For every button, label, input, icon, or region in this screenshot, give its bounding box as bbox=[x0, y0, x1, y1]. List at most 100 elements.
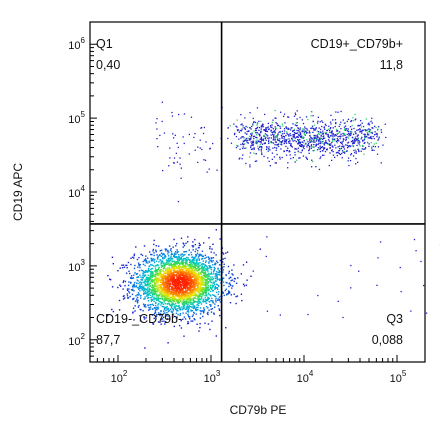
event-point bbox=[289, 142, 291, 144]
x-axis-label: CD79b PE bbox=[230, 403, 287, 417]
event-point bbox=[295, 122, 297, 124]
event-point bbox=[337, 136, 339, 138]
event-point bbox=[294, 137, 296, 139]
event-point bbox=[153, 296, 155, 298]
event-point bbox=[159, 313, 162, 315]
event-point bbox=[187, 271, 189, 274]
event-point bbox=[172, 294, 175, 296]
event-point bbox=[188, 276, 191, 279]
event-point bbox=[372, 135, 374, 138]
event-point bbox=[231, 287, 233, 289]
event-point bbox=[128, 288, 130, 290]
event-point bbox=[213, 281, 215, 283]
event-point bbox=[192, 320, 194, 322]
event-point bbox=[319, 150, 321, 153]
event-point bbox=[155, 260, 158, 262]
event-point bbox=[308, 130, 311, 132]
event-point bbox=[256, 122, 259, 124]
event-point bbox=[144, 260, 146, 262]
event-point bbox=[166, 263, 168, 265]
event-point bbox=[285, 140, 287, 142]
event-point bbox=[216, 277, 219, 279]
event-point bbox=[136, 276, 138, 279]
event-point bbox=[343, 126, 346, 128]
event-point bbox=[152, 258, 155, 260]
event-point bbox=[203, 307, 205, 309]
event-point bbox=[137, 299, 139, 301]
event-point bbox=[168, 251, 170, 253]
event-point bbox=[168, 299, 171, 302]
event-point bbox=[252, 117, 254, 120]
event-point bbox=[361, 122, 363, 124]
event-point bbox=[218, 296, 221, 298]
event-point bbox=[147, 274, 149, 276]
event-point bbox=[363, 139, 366, 141]
event-point bbox=[371, 131, 373, 134]
event-point bbox=[293, 115, 296, 117]
event-point bbox=[357, 134, 359, 136]
event-point bbox=[178, 287, 180, 289]
event-point bbox=[366, 129, 368, 131]
event-point bbox=[162, 287, 165, 289]
event-point bbox=[325, 133, 328, 135]
event-point bbox=[207, 290, 209, 292]
event-point bbox=[207, 297, 210, 299]
event-point bbox=[133, 274, 135, 276]
event-point bbox=[241, 128, 243, 130]
event-point bbox=[205, 298, 207, 301]
event-point bbox=[356, 135, 358, 137]
event-point bbox=[149, 270, 151, 272]
event-point bbox=[164, 248, 166, 250]
event-point bbox=[284, 122, 286, 124]
event-point bbox=[213, 252, 215, 254]
event-point bbox=[192, 273, 194, 276]
event-point bbox=[169, 297, 171, 299]
event-point bbox=[175, 293, 177, 295]
event-point bbox=[136, 300, 138, 302]
event-point bbox=[358, 140, 360, 142]
event-point bbox=[183, 281, 185, 283]
event-point bbox=[249, 127, 251, 129]
event-point bbox=[163, 294, 166, 297]
event-point bbox=[210, 288, 213, 291]
event-point bbox=[161, 305, 163, 308]
event-point bbox=[191, 281, 193, 283]
event-point bbox=[259, 134, 261, 136]
event-point bbox=[366, 132, 369, 134]
event-point bbox=[270, 129, 272, 131]
event-point bbox=[159, 273, 161, 275]
event-point bbox=[206, 312, 209, 315]
event-point bbox=[183, 265, 185, 267]
event-point bbox=[159, 292, 162, 295]
event-point bbox=[152, 250, 154, 252]
event-point bbox=[315, 166, 317, 168]
event-point bbox=[143, 316, 145, 318]
event-point bbox=[323, 147, 326, 149]
event-point bbox=[183, 283, 185, 286]
event-point bbox=[249, 112, 251, 114]
event-point bbox=[143, 304, 146, 306]
event-point bbox=[349, 145, 351, 148]
event-point bbox=[215, 295, 217, 298]
event-point bbox=[363, 133, 365, 135]
event-point bbox=[358, 150, 360, 153]
event-point bbox=[179, 308, 181, 310]
event-point bbox=[237, 129, 239, 131]
event-point bbox=[175, 271, 177, 274]
event-point bbox=[171, 282, 174, 285]
event-point bbox=[156, 281, 158, 283]
event-point bbox=[329, 144, 331, 146]
event-point bbox=[156, 254, 158, 256]
event-point bbox=[188, 316, 190, 318]
event-point bbox=[182, 274, 185, 277]
event-point bbox=[343, 148, 346, 150]
event-point bbox=[311, 146, 313, 148]
event-point bbox=[163, 283, 165, 286]
event-point bbox=[270, 126, 272, 128]
event-point bbox=[129, 272, 131, 275]
event-point bbox=[350, 287, 352, 289]
event-point bbox=[148, 293, 150, 295]
event-point bbox=[139, 315, 141, 317]
event-point bbox=[206, 281, 208, 283]
event-point bbox=[160, 268, 162, 271]
